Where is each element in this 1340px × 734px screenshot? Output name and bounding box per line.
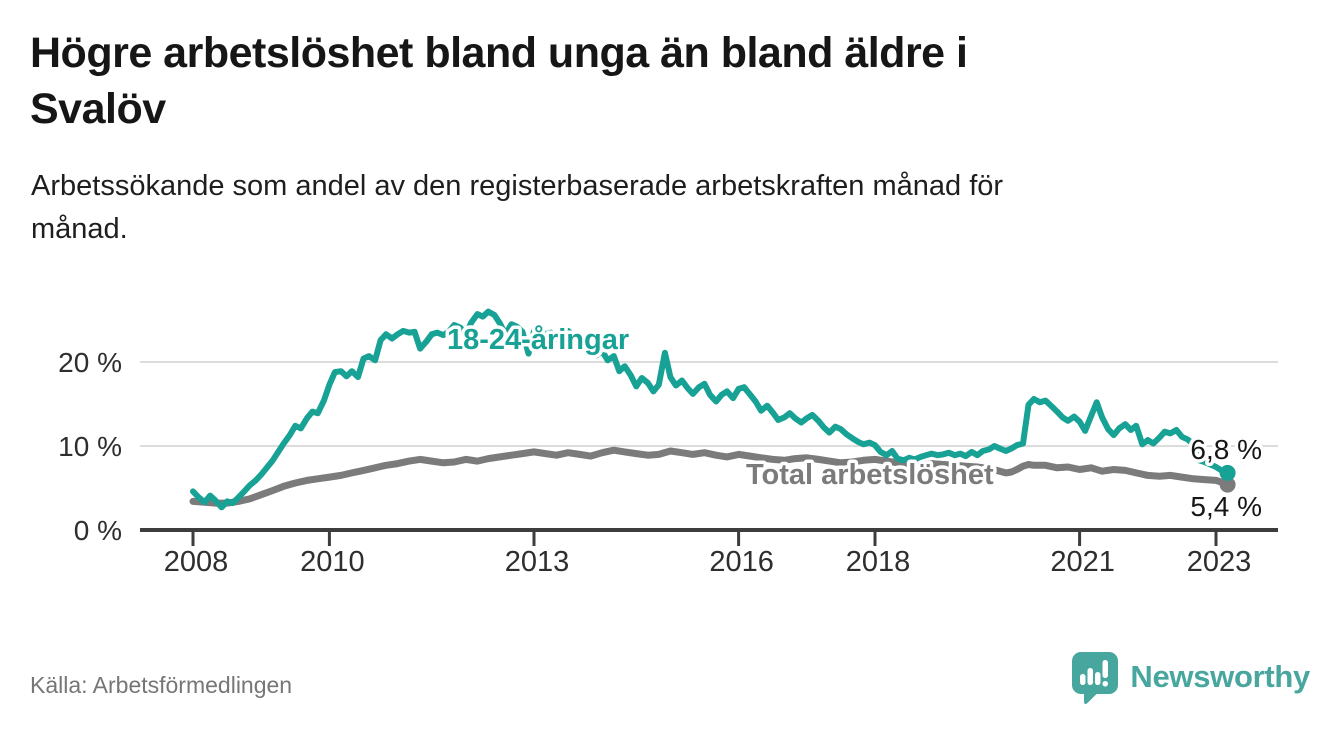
series-end-dot-total <box>1219 476 1236 493</box>
y-axis-labels: 0 % 10 % 20 % <box>58 347 122 546</box>
series-end-dots <box>1219 464 1236 493</box>
x-tick-label: 2016 <box>709 546 774 578</box>
series-lines <box>189 308 1232 511</box>
page-subtitle: Arbetssökande som andel av den registerb… <box>31 169 1004 246</box>
series-labels: 18-24-åringar Total arbetslöshet <box>444 321 998 495</box>
x-tick-label: 2018 <box>846 546 911 578</box>
series-end-value-labels: 6,8 % 5,4 % <box>1187 431 1266 526</box>
series-label: Total arbetslöshet <box>746 459 994 491</box>
page-title: Högre arbetslöshet bland unga än bland ä… <box>30 29 968 133</box>
end-value-label: 6,8 % <box>1190 434 1262 465</box>
series-line-total <box>189 446 1232 507</box>
brand-name: Newsworthy <box>1130 659 1310 694</box>
y-tick-label: 20 % <box>58 347 122 378</box>
end-value-label: 5,4 % <box>1190 491 1262 522</box>
newsworthy-icon <box>1072 652 1119 704</box>
series-end-dot-young <box>1219 464 1236 481</box>
x-tick-label: 2021 <box>1050 546 1115 578</box>
series-line-young <box>190 308 1231 511</box>
source-note: Källa: Arbetsförmedlingen <box>30 672 293 698</box>
x-tick-label: 2008 <box>164 546 229 578</box>
series-label: 18-24-åringar <box>447 324 629 356</box>
x-tick-label: 2023 <box>1187 546 1252 578</box>
y-tick-label: 10 % <box>58 431 122 462</box>
x-axis <box>140 528 1278 546</box>
x-tick-label: 2013 <box>505 546 570 578</box>
gridlines <box>140 361 1278 447</box>
brand-logo: Newsworthy <box>1071 650 1310 704</box>
x-tick-label: 2010 <box>300 546 365 578</box>
y-tick-label: 0 % <box>74 515 122 546</box>
x-axis-labels: 2008 2010 2013 2016 2018 2021 2023 <box>164 546 1252 578</box>
